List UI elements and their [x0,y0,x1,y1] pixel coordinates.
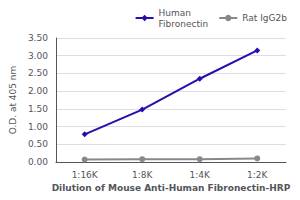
svg-text:1:2K: 1:2K [247,170,268,180]
svg-text:2.50: 2.50 [28,68,48,78]
svg-text:Dilution of Mouse Anti-Human F: Dilution of Mouse Anti-Human Fibronectin… [52,183,291,193]
svg-text:1:4K: 1:4K [190,170,211,180]
svg-text:1.00: 1.00 [28,122,48,132]
svg-text:Fibronectin: Fibronectin [159,19,209,29]
svg-text:1.50: 1.50 [28,104,48,114]
svg-text:Human: Human [159,8,191,18]
svg-text:1:16K: 1:16K [72,170,99,180]
svg-text:3.00: 3.00 [28,51,48,61]
svg-text:0.50: 0.50 [28,139,48,149]
svg-text:1:8K: 1:8K [132,170,153,180]
svg-text:3.50: 3.50 [28,33,48,43]
svg-text:2.00: 2.00 [28,86,48,96]
svg-text:Rat IgG2b: Rat IgG2b [242,13,287,23]
svg-text:O.D. at 405 nm: O.D. at 405 nm [8,66,18,135]
svg-text:0.00: 0.00 [28,157,48,167]
